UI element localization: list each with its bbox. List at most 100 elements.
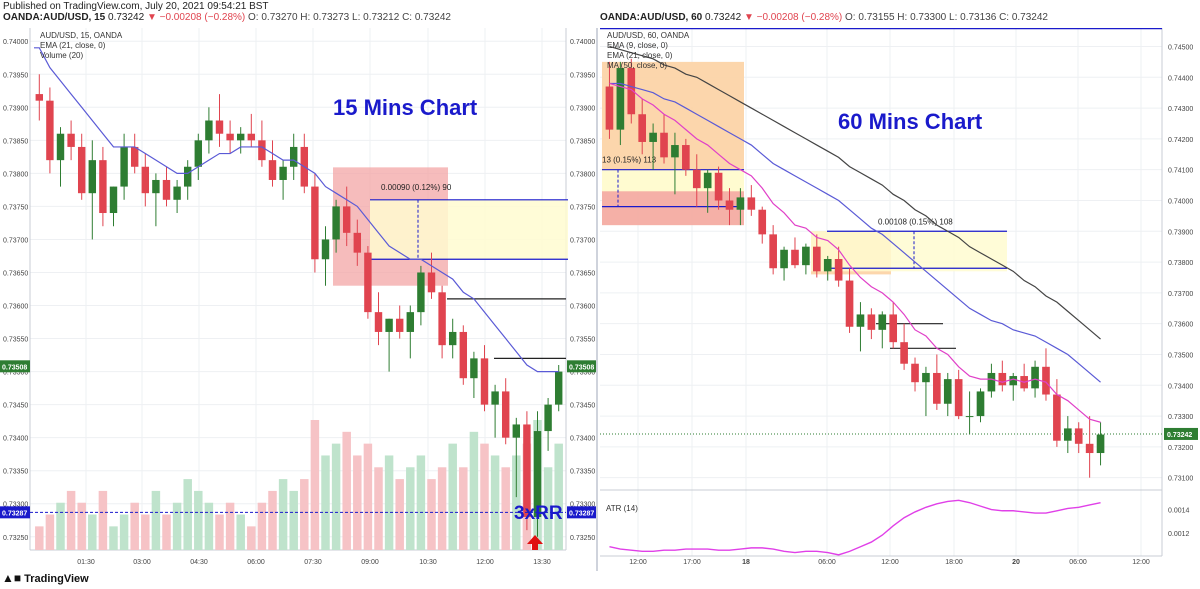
- left-candle-body: [395, 318, 404, 332]
- right-y-tick: 0.74100: [1168, 168, 1193, 175]
- left-y-tick-left: 0.73400: [3, 436, 28, 443]
- left-bottom-tag: 0.73287: [569, 510, 594, 517]
- left-volume-bar: [342, 431, 351, 550]
- right-y-tick: 0.73500: [1168, 352, 1193, 359]
- left-y-tick-left: 0.73450: [3, 403, 28, 410]
- right-candle-body: [823, 259, 832, 272]
- left-candle-body: [406, 312, 415, 332]
- left-y-tick-left: 0.73550: [3, 337, 28, 344]
- left-candle-body: [162, 179, 171, 200]
- left-candle-body: [173, 186, 181, 200]
- left-chart-15min[interactable]: 0.74000 0.74000 0.73950 0.73950 0.73900 0.739…: [0, 28, 596, 571]
- right-price-tag-bg: [1164, 427, 1198, 440]
- right-chart-60min[interactable]: 0.74500 0.74400 0.74300 0.74200 0.74100 0.740…: [598, 28, 1200, 571]
- left-volume-bar: [204, 502, 214, 550]
- right-y-tick: 0.74000: [1168, 198, 1193, 205]
- right-symbol: OANDA:AUD/USD, 60: [600, 12, 703, 23]
- left-y-tick-left: 0.73250: [3, 535, 28, 542]
- left-volume-bar: [448, 443, 457, 550]
- left-volume-bar: [427, 479, 436, 550]
- left-candle-body: [417, 272, 425, 313]
- right-sub-legend-title: AUD/USD, 60, OANDA: [607, 31, 690, 40]
- right-x-tick: 18:00: [945, 559, 963, 566]
- left-volume-bar: [543, 467, 553, 550]
- left-volume-bar: [374, 467, 383, 550]
- left-low: L: 0.73212: [352, 12, 400, 23]
- left-volume-bar: [141, 514, 150, 550]
- left-close: C: 0.73242: [402, 12, 451, 23]
- left-y-tick-left: 0.73500: [3, 370, 28, 377]
- right-y-tick: 0.74300: [1168, 106, 1193, 113]
- left-bottom-tag-left-bg: [0, 506, 30, 519]
- left-y-tick-left: 0.73350: [3, 469, 28, 476]
- left-candle-body: [194, 140, 203, 167]
- left-candle-body: [130, 146, 139, 167]
- left-candle-body: [67, 133, 75, 147]
- left-price-tag: 0.73508: [569, 364, 594, 371]
- left-candle-body: [438, 292, 446, 346]
- right-candle-body: [1074, 428, 1083, 444]
- left-volume-bar: [437, 467, 447, 550]
- left-symbol-legend: OANDA:AUD/USD, 15 0.73242 ▼ −0.00208 (−0…: [3, 12, 451, 23]
- right-candle-body: [998, 372, 1007, 386]
- left-candle-body: [46, 100, 54, 161]
- left-y-tick-right: 0.73350: [570, 469, 595, 476]
- right-candle-body: [911, 363, 919, 383]
- right-x-tick: 12:00: [881, 559, 899, 566]
- left-candle-body: [279, 166, 287, 180]
- left-y-tick-right: 0.73500: [570, 370, 595, 377]
- right-x-tick: 06:00: [1069, 559, 1087, 566]
- right-candle-body: [922, 372, 930, 383]
- left-x-tick: 13:30: [533, 559, 551, 566]
- left-volume-bar: [45, 514, 55, 550]
- left-candle-body: [544, 404, 552, 432]
- right-candle-body: [933, 372, 941, 404]
- left-candle-body: [427, 272, 436, 293]
- left-y-tick-left: 0.73650: [3, 270, 28, 277]
- left-candle-body: [533, 431, 542, 517]
- left-volume-bar: [194, 490, 203, 550]
- left-volume-bar: [501, 467, 510, 550]
- right-candle-body: [856, 314, 865, 327]
- left-candle-body: [321, 239, 330, 260]
- left-candle-body: [311, 186, 319, 260]
- left-ema-line: [34, 47, 559, 373]
- right-candle-body: [1042, 366, 1050, 395]
- up-arrow-icon: [527, 535, 543, 550]
- right-candle-body: [703, 172, 712, 189]
- right-candle-body: [627, 68, 636, 115]
- right-close: C: 0.73242: [999, 12, 1048, 23]
- left-candle-body: [353, 232, 362, 253]
- left-y-tick-left: 0.73700: [3, 237, 28, 244]
- left-volume-bar: [130, 502, 139, 550]
- left-change: ▼ −0.00208 (−0.28%): [146, 12, 246, 23]
- right-sub-legend-ma50: MA (50, close, 0): [607, 61, 668, 70]
- right-candle-body: [714, 172, 723, 201]
- left-volume-bar: [35, 526, 44, 550]
- left-candle-body: [385, 318, 393, 332]
- left-candle-body: [236, 133, 245, 141]
- right-candle-body: [605, 86, 614, 130]
- left-volume-bar: [469, 431, 479, 550]
- left-bottom-tag-bg: [567, 506, 596, 519]
- right-candle-body: [725, 200, 734, 210]
- right-candle-body: [1085, 443, 1094, 454]
- panel-divider[interactable]: [596, 28, 598, 571]
- left-x-tick: 01:30: [77, 559, 95, 566]
- right-zone-yellow-2: [811, 231, 1007, 272]
- left-volume-bar: [66, 490, 76, 550]
- left-price-tag-left: 0.73508: [2, 364, 27, 371]
- right-x-tick: 17:00: [683, 559, 701, 566]
- left-y-tick-right: 0.73550: [570, 337, 595, 344]
- left-x-tick: 03:00: [133, 559, 151, 566]
- right-y-tick: 0.73600: [1168, 322, 1193, 329]
- left-x-tick: 09:00: [361, 559, 379, 566]
- left-x-tick: 10:30: [419, 559, 437, 566]
- right-candle-body: [1009, 376, 1018, 386]
- left-candle-body: [512, 424, 521, 438]
- left-volume-bar: [98, 490, 108, 550]
- left-volume-bar: [151, 490, 161, 550]
- left-x-tick: 07:30: [304, 559, 322, 566]
- left-candle-body: [141, 166, 150, 194]
- right-candle-body: [638, 114, 647, 142]
